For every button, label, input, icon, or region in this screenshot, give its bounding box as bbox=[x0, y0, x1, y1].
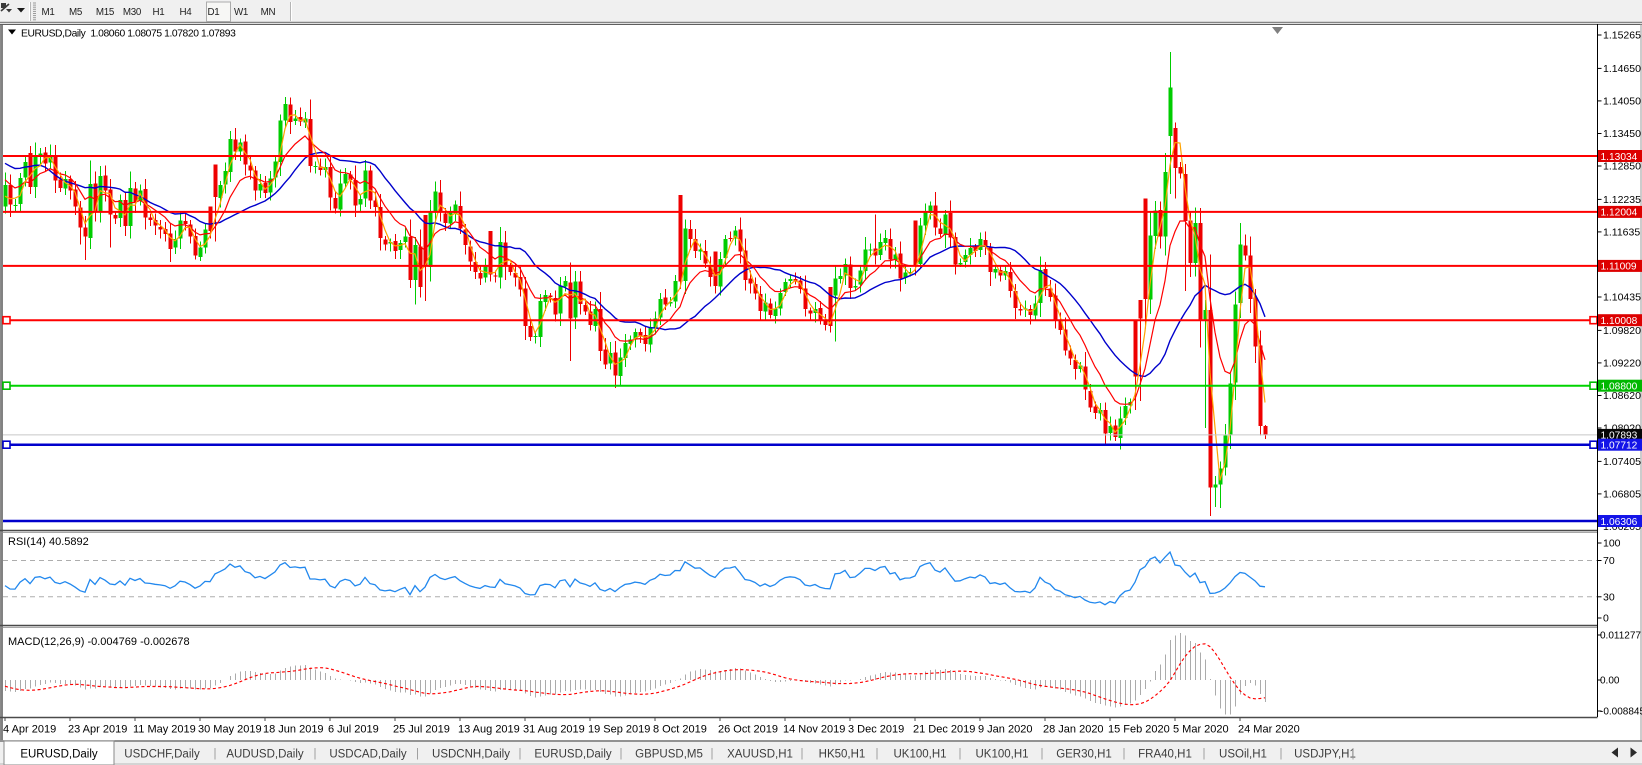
svg-text:0.00: 0.00 bbox=[1600, 676, 1620, 687]
svg-text:1.09220: 1.09220 bbox=[1603, 357, 1641, 369]
svg-text:30: 30 bbox=[1603, 591, 1615, 603]
svg-text:0: 0 bbox=[1603, 613, 1609, 625]
svg-text:1.07405: 1.07405 bbox=[1603, 456, 1641, 468]
svg-text:24 Mar 2020: 24 Mar 2020 bbox=[1238, 724, 1300, 736]
svg-text:19 Sep 2019: 19 Sep 2019 bbox=[588, 724, 650, 736]
svg-text:W1: W1 bbox=[234, 7, 248, 18]
svg-text:1.08620: 1.08620 bbox=[1603, 390, 1641, 402]
svg-text:EURUSD,Daily: EURUSD,Daily bbox=[534, 749, 612, 761]
svg-text:|: | bbox=[519, 748, 522, 760]
svg-text:|: | bbox=[1041, 748, 1044, 760]
svg-text:FRA40,H1: FRA40,H1 bbox=[1138, 749, 1192, 761]
svg-text:0.011277: 0.011277 bbox=[1600, 631, 1641, 642]
svg-text:1.12004: 1.12004 bbox=[1601, 208, 1638, 219]
svg-text:3 Dec 2019: 3 Dec 2019 bbox=[848, 724, 904, 736]
svg-text:M1: M1 bbox=[41, 7, 54, 18]
svg-text:|: | bbox=[214, 748, 217, 760]
svg-text:1.07893: 1.07893 bbox=[1601, 431, 1638, 442]
svg-text:1.06805: 1.06805 bbox=[1603, 488, 1641, 500]
svg-text:28 Jan 2020: 28 Jan 2020 bbox=[1043, 724, 1104, 736]
svg-text:GER30,H1: GER30,H1 bbox=[1056, 749, 1112, 761]
svg-text:|: | bbox=[1280, 748, 1283, 760]
svg-text:21 Dec 2019: 21 Dec 2019 bbox=[913, 724, 975, 736]
svg-text:XAUUSD,H1: XAUUSD,H1 bbox=[727, 749, 793, 761]
svg-text:18 Jun 2019: 18 Jun 2019 bbox=[263, 724, 324, 736]
svg-text:|: | bbox=[876, 748, 879, 760]
svg-text:AUDUSD,Daily: AUDUSD,Daily bbox=[226, 749, 304, 761]
svg-text:100: 100 bbox=[1603, 538, 1621, 550]
svg-text:1.14050: 1.14050 bbox=[1603, 95, 1641, 107]
svg-text:USOil,H1: USOil,H1 bbox=[1219, 749, 1267, 761]
svg-text:1.09820: 1.09820 bbox=[1603, 325, 1641, 337]
svg-text:UK100,H1: UK100,H1 bbox=[975, 749, 1028, 761]
svg-text:70: 70 bbox=[1603, 555, 1615, 567]
svg-text:1.06306: 1.06306 bbox=[1601, 517, 1638, 528]
svg-text:|: | bbox=[314, 748, 317, 760]
svg-text:M15: M15 bbox=[96, 7, 115, 18]
svg-text:RSI(14) 40.5892: RSI(14) 40.5892 bbox=[8, 536, 89, 548]
svg-text:1.11635: 1.11635 bbox=[1603, 226, 1640, 238]
svg-text:30 May 2019: 30 May 2019 bbox=[198, 724, 262, 736]
svg-text:1.12235: 1.12235 bbox=[1603, 194, 1641, 206]
svg-text:8 Oct 2019: 8 Oct 2019 bbox=[653, 724, 707, 736]
svg-text:|: | bbox=[959, 748, 962, 760]
svg-text:15 Feb 2020: 15 Feb 2020 bbox=[1108, 724, 1170, 736]
svg-text:31 Aug 2019: 31 Aug 2019 bbox=[523, 724, 585, 736]
svg-text:USDJPY,H1: USDJPY,H1 bbox=[1294, 749, 1356, 761]
svg-text:EURUSD,Daily 1.08060 1.08075: EURUSD,Daily 1.08060 1.08075 1.07820 1.0… bbox=[21, 29, 236, 40]
svg-text:|: | bbox=[711, 748, 714, 760]
svg-text:M5: M5 bbox=[69, 7, 83, 18]
svg-text:9 Jan 2020: 9 Jan 2020 bbox=[978, 724, 1032, 736]
svg-text:USDCHF,Daily: USDCHF,Daily bbox=[124, 749, 200, 761]
svg-text:11 May 2019: 11 May 2019 bbox=[133, 724, 196, 736]
svg-text:14 Nov 2019: 14 Nov 2019 bbox=[783, 724, 845, 736]
svg-text:USDCAD,Daily: USDCAD,Daily bbox=[329, 749, 407, 761]
svg-text:|: | bbox=[1123, 748, 1126, 760]
svg-text:4 Apr 2019: 4 Apr 2019 bbox=[3, 724, 56, 736]
svg-text:|: | bbox=[620, 748, 623, 760]
svg-text:1.08800: 1.08800 bbox=[1601, 382, 1638, 393]
svg-text:1.15265: 1.15265 bbox=[1603, 30, 1641, 42]
svg-text:GBPUSD,M5: GBPUSD,M5 bbox=[635, 749, 703, 761]
svg-text:MN: MN bbox=[261, 7, 276, 18]
svg-text:6 Jul 2019: 6 Jul 2019 bbox=[328, 724, 379, 736]
svg-text:|: | bbox=[1203, 748, 1206, 760]
svg-text:26 Oct 2019: 26 Oct 2019 bbox=[718, 724, 778, 736]
svg-text:|: | bbox=[416, 748, 419, 760]
svg-text:D1: D1 bbox=[208, 7, 220, 18]
svg-text:-0.008845: -0.008845 bbox=[1600, 707, 1642, 718]
svg-text:1.13034: 1.13034 bbox=[1601, 152, 1638, 163]
svg-text:1.07712: 1.07712 bbox=[1601, 441, 1638, 452]
svg-text:13 Aug 2019: 13 Aug 2019 bbox=[458, 724, 520, 736]
svg-text:1.10008: 1.10008 bbox=[1601, 316, 1638, 327]
svg-text:UK100,H1: UK100,H1 bbox=[893, 749, 946, 761]
svg-text:1.12850: 1.12850 bbox=[1603, 161, 1641, 173]
svg-text:1.13450: 1.13450 bbox=[1603, 128, 1641, 140]
svg-text:23 Apr 2019: 23 Apr 2019 bbox=[68, 724, 127, 736]
svg-text:MACD(12,26,9) -0.004769 -0.002: MACD(12,26,9) -0.004769 -0.002678 bbox=[8, 636, 190, 648]
svg-text:5 Mar 2020: 5 Mar 2020 bbox=[1173, 724, 1229, 736]
svg-text:|: | bbox=[801, 748, 804, 760]
svg-text:1.14650: 1.14650 bbox=[1603, 63, 1641, 75]
svg-text:USDCNH,Daily: USDCNH,Daily bbox=[432, 749, 510, 761]
svg-text:HK50,H1: HK50,H1 bbox=[819, 749, 866, 761]
svg-text:1.10435: 1.10435 bbox=[1603, 292, 1641, 304]
svg-text:M30: M30 bbox=[123, 7, 142, 18]
svg-text:25 Jul 2019: 25 Jul 2019 bbox=[393, 724, 450, 736]
svg-text:H4: H4 bbox=[180, 7, 193, 18]
svg-text:H1: H1 bbox=[153, 7, 165, 18]
svg-text:|: | bbox=[1352, 748, 1355, 760]
svg-text:1.11009: 1.11009 bbox=[1601, 262, 1637, 273]
svg-text:EURUSD,Daily: EURUSD,Daily bbox=[20, 749, 98, 761]
